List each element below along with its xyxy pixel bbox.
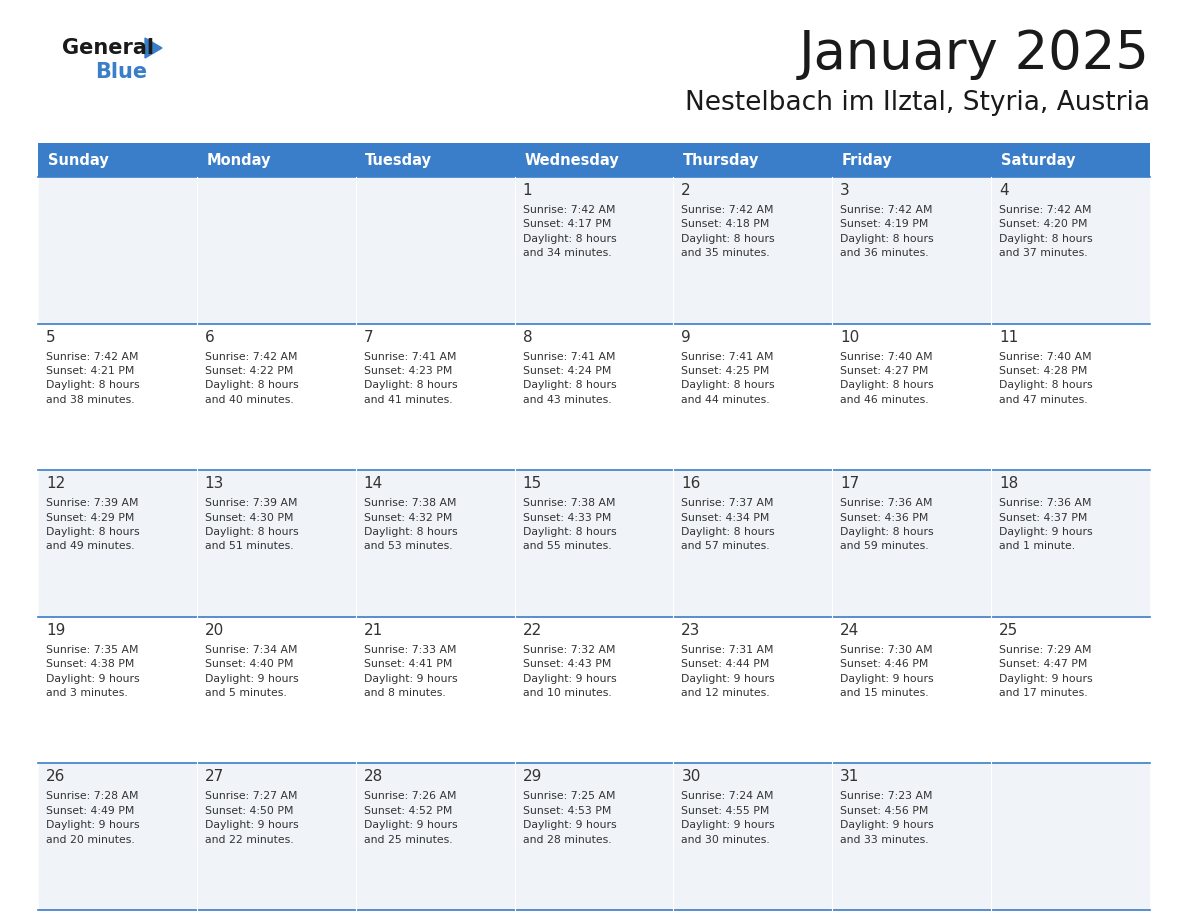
Text: Sunrise: 7:41 AM
Sunset: 4:23 PM
Daylight: 8 hours
and 41 minutes.: Sunrise: 7:41 AM Sunset: 4:23 PM Dayligh… [364,352,457,405]
Text: 10: 10 [840,330,859,344]
Text: Sunrise: 7:39 AM
Sunset: 4:30 PM
Daylight: 8 hours
and 51 minutes.: Sunrise: 7:39 AM Sunset: 4:30 PM Dayligh… [204,498,298,552]
Text: Sunrise: 7:23 AM
Sunset: 4:56 PM
Daylight: 9 hours
and 33 minutes.: Sunrise: 7:23 AM Sunset: 4:56 PM Dayligh… [840,791,934,845]
Text: Sunrise: 7:35 AM
Sunset: 4:38 PM
Daylight: 9 hours
and 3 minutes.: Sunrise: 7:35 AM Sunset: 4:38 PM Dayligh… [46,644,139,698]
Text: Sunrise: 7:34 AM
Sunset: 4:40 PM
Daylight: 9 hours
and 5 minutes.: Sunrise: 7:34 AM Sunset: 4:40 PM Dayligh… [204,644,298,698]
Text: 14: 14 [364,476,383,491]
Text: 9: 9 [682,330,691,344]
Text: Sunrise: 7:42 AM
Sunset: 4:22 PM
Daylight: 8 hours
and 40 minutes.: Sunrise: 7:42 AM Sunset: 4:22 PM Dayligh… [204,352,298,405]
Text: Sunday: Sunday [48,152,108,167]
Text: Thursday: Thursday [683,152,759,167]
Bar [38,143,197,177]
Text: 23: 23 [682,622,701,638]
Bar [514,143,674,177]
Text: Wednesday: Wednesday [524,152,619,167]
Text: Sunrise: 7:42 AM
Sunset: 4:18 PM
Daylight: 8 hours
and 35 minutes.: Sunrise: 7:42 AM Sunset: 4:18 PM Dayligh… [682,205,775,258]
Text: Monday: Monday [207,152,271,167]
Text: 29: 29 [523,769,542,784]
Bar [38,764,1150,910]
Polygon shape [145,38,162,58]
Text: 5: 5 [46,330,56,344]
Text: Sunrise: 7:39 AM
Sunset: 4:29 PM
Daylight: 8 hours
and 49 minutes.: Sunrise: 7:39 AM Sunset: 4:29 PM Dayligh… [46,498,139,552]
Bar [197,143,355,177]
Text: Nestelbach im Ilztal, Styria, Austria: Nestelbach im Ilztal, Styria, Austria [685,90,1150,116]
Text: Blue: Blue [95,62,147,82]
Text: 25: 25 [999,622,1018,638]
Text: Sunrise: 7:28 AM
Sunset: 4:49 PM
Daylight: 9 hours
and 20 minutes.: Sunrise: 7:28 AM Sunset: 4:49 PM Dayligh… [46,791,139,845]
Text: Sunrise: 7:36 AM
Sunset: 4:37 PM
Daylight: 9 hours
and 1 minute.: Sunrise: 7:36 AM Sunset: 4:37 PM Dayligh… [999,498,1093,552]
Text: Sunrise: 7:41 AM
Sunset: 4:25 PM
Daylight: 8 hours
and 44 minutes.: Sunrise: 7:41 AM Sunset: 4:25 PM Dayligh… [682,352,775,405]
Text: January 2025: January 2025 [800,28,1150,80]
Bar [38,177,1150,324]
Text: Sunrise: 7:41 AM
Sunset: 4:24 PM
Daylight: 8 hours
and 43 minutes.: Sunrise: 7:41 AM Sunset: 4:24 PM Dayligh… [523,352,617,405]
Text: 27: 27 [204,769,225,784]
Text: 1: 1 [523,183,532,198]
Text: Sunrise: 7:29 AM
Sunset: 4:47 PM
Daylight: 9 hours
and 17 minutes.: Sunrise: 7:29 AM Sunset: 4:47 PM Dayligh… [999,644,1093,698]
Text: 31: 31 [840,769,860,784]
Text: Sunrise: 7:37 AM
Sunset: 4:34 PM
Daylight: 8 hours
and 57 minutes.: Sunrise: 7:37 AM Sunset: 4:34 PM Dayligh… [682,498,775,552]
Text: 12: 12 [46,476,65,491]
Bar [991,143,1150,177]
Text: Sunrise: 7:42 AM
Sunset: 4:17 PM
Daylight: 8 hours
and 34 minutes.: Sunrise: 7:42 AM Sunset: 4:17 PM Dayligh… [523,205,617,258]
Text: 6: 6 [204,330,215,344]
Bar [38,617,1150,764]
Text: Sunrise: 7:32 AM
Sunset: 4:43 PM
Daylight: 9 hours
and 10 minutes.: Sunrise: 7:32 AM Sunset: 4:43 PM Dayligh… [523,644,617,698]
Bar [355,143,514,177]
Text: 19: 19 [46,622,65,638]
Text: 21: 21 [364,622,383,638]
Text: Sunrise: 7:33 AM
Sunset: 4:41 PM
Daylight: 9 hours
and 8 minutes.: Sunrise: 7:33 AM Sunset: 4:41 PM Dayligh… [364,644,457,698]
Text: Sunrise: 7:40 AM
Sunset: 4:28 PM
Daylight: 8 hours
and 47 minutes.: Sunrise: 7:40 AM Sunset: 4:28 PM Dayligh… [999,352,1093,405]
Text: 20: 20 [204,622,225,638]
Text: Sunrise: 7:38 AM
Sunset: 4:33 PM
Daylight: 8 hours
and 55 minutes.: Sunrise: 7:38 AM Sunset: 4:33 PM Dayligh… [523,498,617,552]
Text: Sunrise: 7:42 AM
Sunset: 4:19 PM
Daylight: 8 hours
and 36 minutes.: Sunrise: 7:42 AM Sunset: 4:19 PM Dayligh… [840,205,934,258]
Text: 16: 16 [682,476,701,491]
Text: 7: 7 [364,330,373,344]
Text: Saturday: Saturday [1000,152,1075,167]
Text: 3: 3 [840,183,849,198]
Text: Sunrise: 7:42 AM
Sunset: 4:21 PM
Daylight: 8 hours
and 38 minutes.: Sunrise: 7:42 AM Sunset: 4:21 PM Dayligh… [46,352,139,405]
Text: Sunrise: 7:30 AM
Sunset: 4:46 PM
Daylight: 9 hours
and 15 minutes.: Sunrise: 7:30 AM Sunset: 4:46 PM Dayligh… [840,644,934,698]
Text: Sunrise: 7:27 AM
Sunset: 4:50 PM
Daylight: 9 hours
and 22 minutes.: Sunrise: 7:27 AM Sunset: 4:50 PM Dayligh… [204,791,298,845]
Text: 8: 8 [523,330,532,344]
Text: 28: 28 [364,769,383,784]
Text: 15: 15 [523,476,542,491]
Text: Sunrise: 7:26 AM
Sunset: 4:52 PM
Daylight: 9 hours
and 25 minutes.: Sunrise: 7:26 AM Sunset: 4:52 PM Dayligh… [364,791,457,845]
Text: 26: 26 [46,769,65,784]
Text: Sunrise: 7:40 AM
Sunset: 4:27 PM
Daylight: 8 hours
and 46 minutes.: Sunrise: 7:40 AM Sunset: 4:27 PM Dayligh… [840,352,934,405]
Text: 30: 30 [682,769,701,784]
Text: Sunrise: 7:42 AM
Sunset: 4:20 PM
Daylight: 8 hours
and 37 minutes.: Sunrise: 7:42 AM Sunset: 4:20 PM Dayligh… [999,205,1093,258]
Text: 2: 2 [682,183,691,198]
Text: 22: 22 [523,622,542,638]
Text: General: General [62,38,154,58]
Text: 24: 24 [840,622,859,638]
Text: Sunrise: 7:31 AM
Sunset: 4:44 PM
Daylight: 9 hours
and 12 minutes.: Sunrise: 7:31 AM Sunset: 4:44 PM Dayligh… [682,644,775,698]
Bar [38,470,1150,617]
Text: 13: 13 [204,476,225,491]
Bar [674,143,833,177]
Text: 18: 18 [999,476,1018,491]
Bar [833,143,991,177]
Bar [38,324,1150,470]
Text: Sunrise: 7:36 AM
Sunset: 4:36 PM
Daylight: 8 hours
and 59 minutes.: Sunrise: 7:36 AM Sunset: 4:36 PM Dayligh… [840,498,934,552]
Text: Sunrise: 7:38 AM
Sunset: 4:32 PM
Daylight: 8 hours
and 53 minutes.: Sunrise: 7:38 AM Sunset: 4:32 PM Dayligh… [364,498,457,552]
Text: 11: 11 [999,330,1018,344]
Text: Sunrise: 7:24 AM
Sunset: 4:55 PM
Daylight: 9 hours
and 30 minutes.: Sunrise: 7:24 AM Sunset: 4:55 PM Dayligh… [682,791,775,845]
Text: Sunrise: 7:25 AM
Sunset: 4:53 PM
Daylight: 9 hours
and 28 minutes.: Sunrise: 7:25 AM Sunset: 4:53 PM Dayligh… [523,791,617,845]
Text: Friday: Friday [842,152,892,167]
Text: Tuesday: Tuesday [365,152,432,167]
Text: 4: 4 [999,183,1009,198]
Text: 17: 17 [840,476,859,491]
